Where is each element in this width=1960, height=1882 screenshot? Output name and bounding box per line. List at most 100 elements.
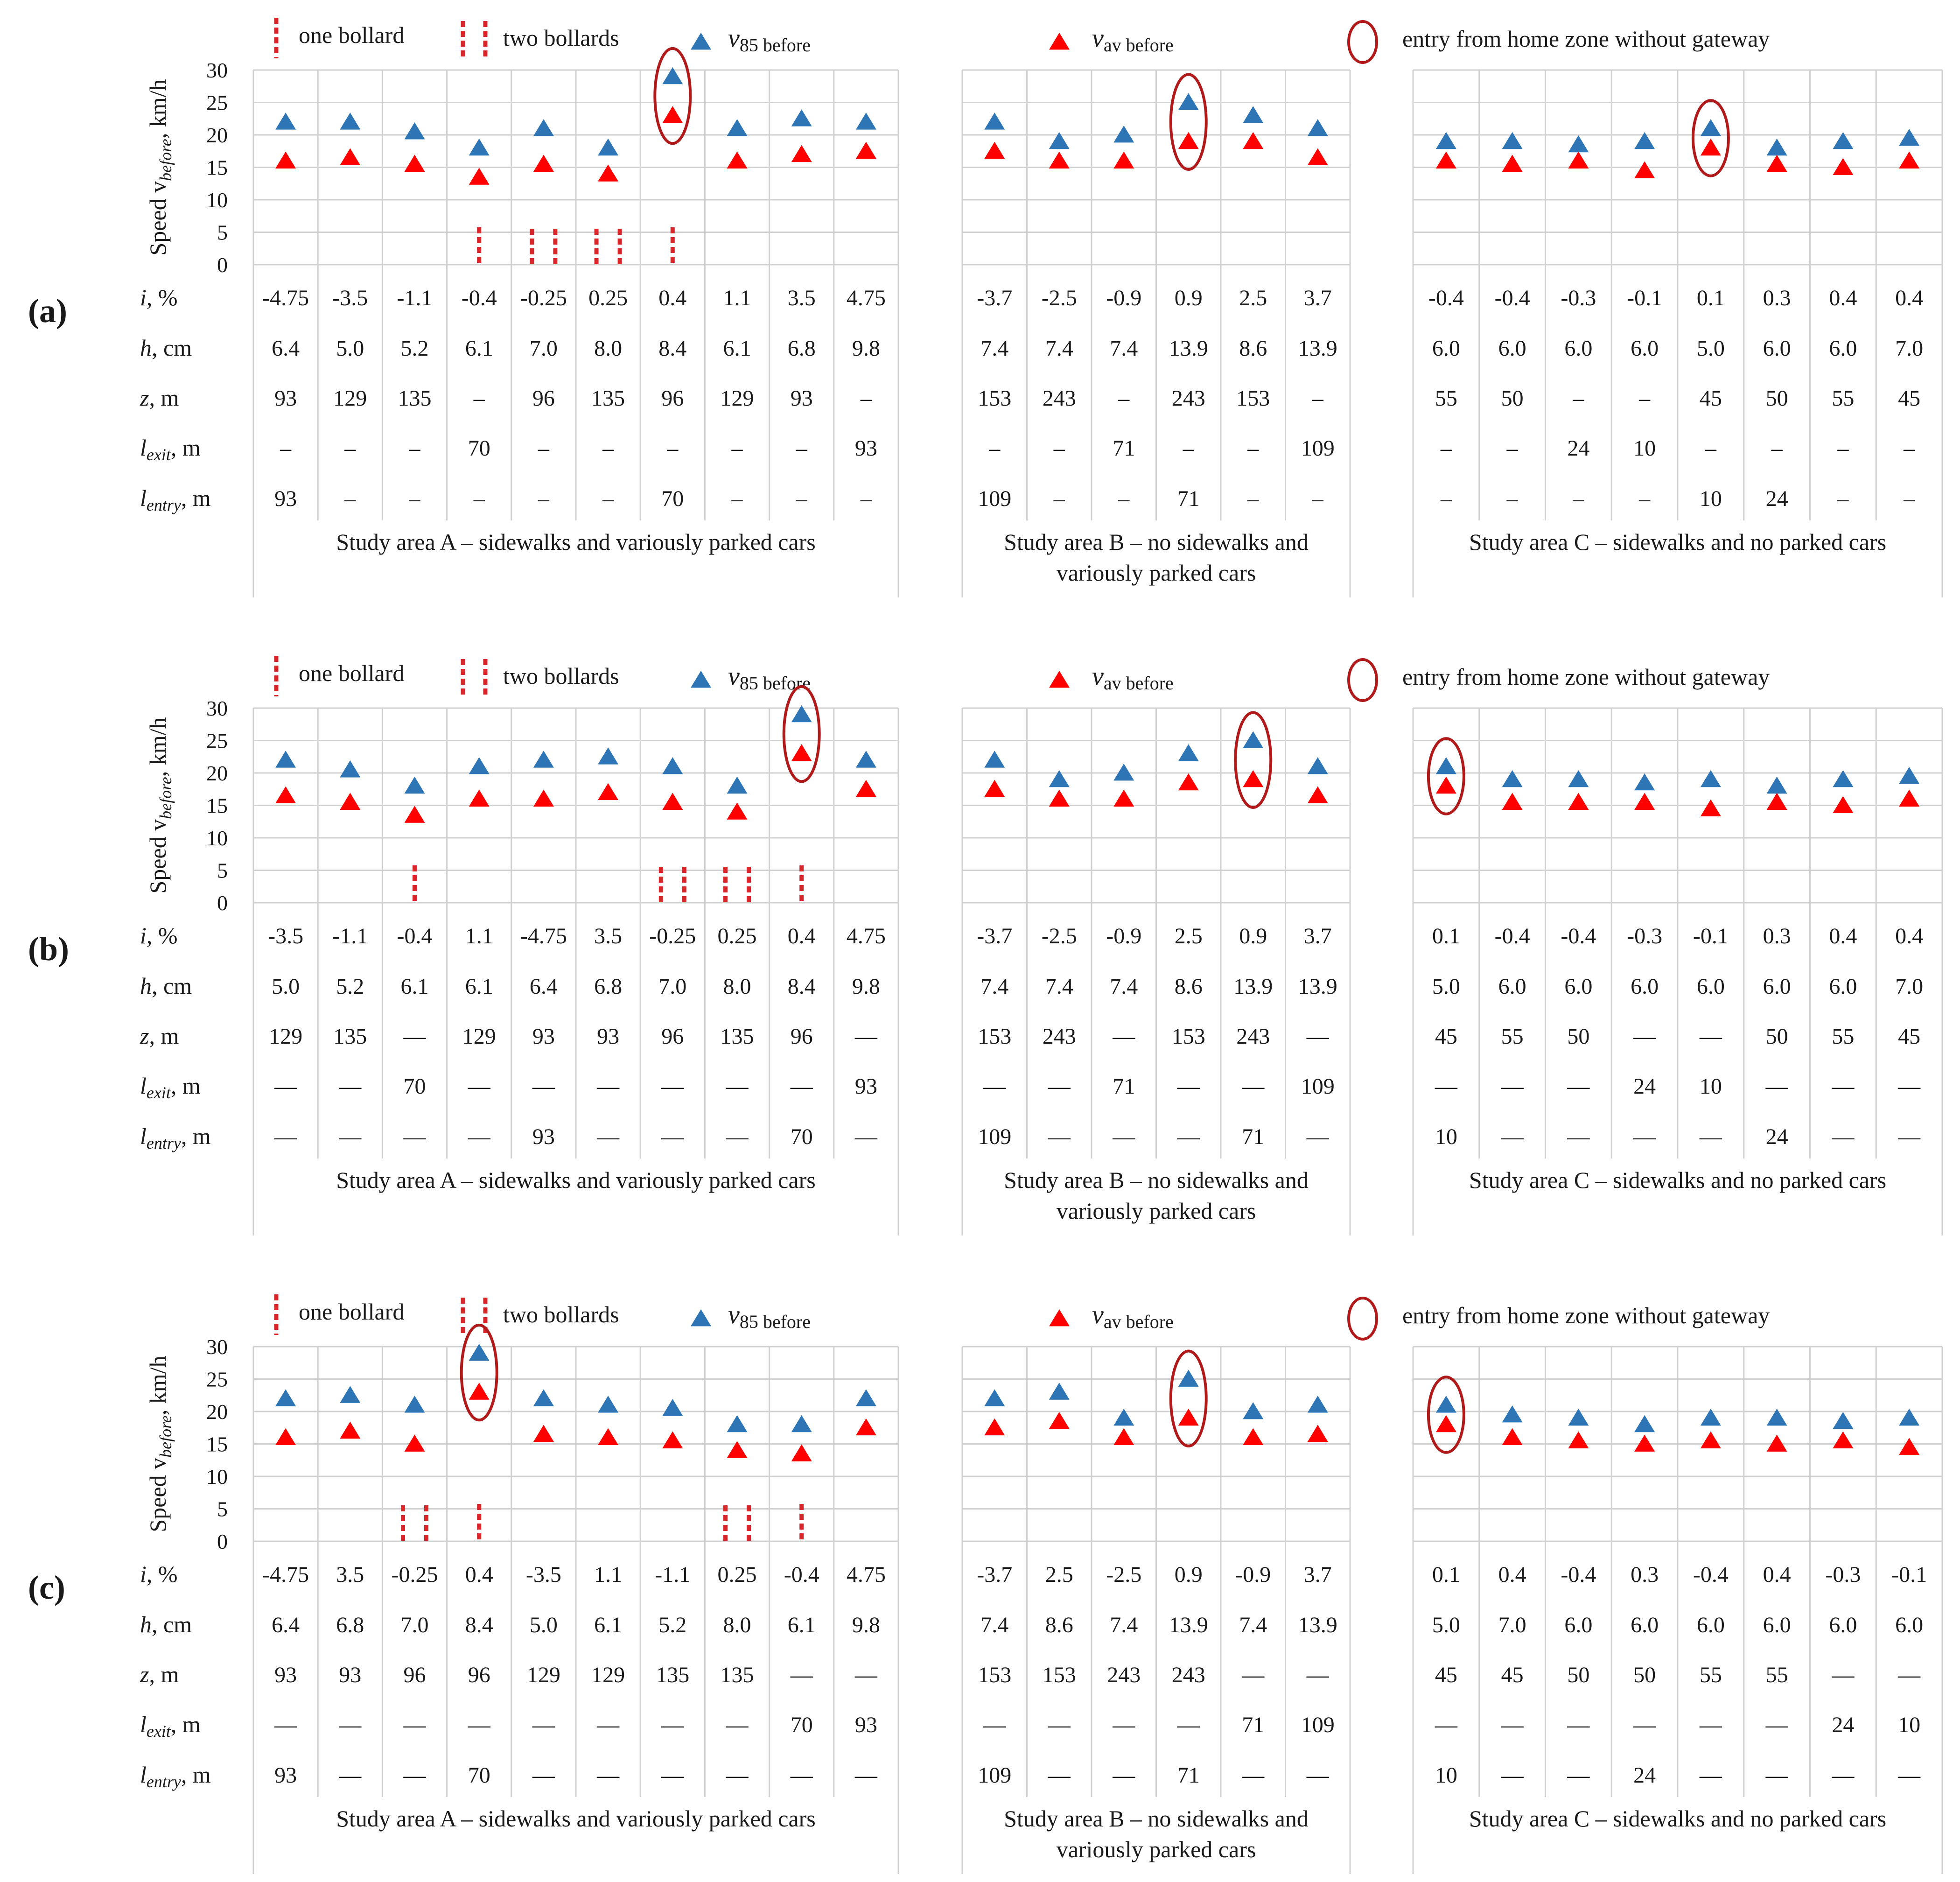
row-label-sub: exit — [147, 1083, 171, 1102]
study-area-name: Study area A – sidewalks and variously p… — [336, 1167, 816, 1193]
vav-point — [662, 1431, 683, 1448]
cell-lexit: 24 — [1832, 1713, 1854, 1737]
legend-one-bollard: one bollard — [299, 1299, 404, 1325]
cell-lexit: – — [280, 436, 292, 461]
v85-point — [791, 109, 812, 126]
cell-i: 0.4 — [1829, 924, 1857, 948]
cell-lexit: – — [796, 436, 808, 461]
cell-z: 96 — [791, 1024, 813, 1049]
cell-i: 0.4 — [788, 924, 816, 948]
cell-lentry: 24 — [1633, 1763, 1656, 1788]
cell-z: 243 — [1236, 1024, 1270, 1049]
cell-lexit: — — [338, 1713, 362, 1737]
vav-point — [1634, 1434, 1655, 1452]
cell-lentry: — — [1501, 1124, 1524, 1149]
cell-h: 6.8 — [788, 336, 816, 361]
cell-i: 0.3 — [1763, 286, 1791, 310]
legend-vav-marker — [1049, 33, 1070, 50]
cell-lentry: — — [1699, 1763, 1722, 1788]
cell-h: 6.0 — [1697, 1613, 1725, 1637]
vav-point — [275, 1428, 296, 1445]
cell-lexit: — — [596, 1713, 620, 1737]
cell-lexit: 24 — [1567, 436, 1589, 461]
cell-h: 13.9 — [1298, 1613, 1337, 1637]
y-axis-label-unit: , km/h — [145, 717, 171, 777]
v85-point — [1766, 1408, 1787, 1426]
vav-point — [1307, 148, 1328, 166]
cell-h: 7.0 — [401, 1613, 429, 1637]
cell-z: — — [1633, 1024, 1656, 1049]
cell-lentry: – — [1440, 486, 1452, 511]
cell-z: — — [403, 1024, 427, 1049]
v85-point — [1568, 770, 1589, 787]
vav-point — [1634, 793, 1655, 810]
cell-lexit: — — [1633, 1713, 1656, 1737]
cell-i: 0.25 — [588, 286, 628, 310]
cell-i: 1.1 — [465, 924, 493, 948]
cell-lentry: – — [344, 486, 356, 511]
cell-lentry: — — [1112, 1124, 1135, 1149]
cell-lentry: 24 — [1766, 1124, 1788, 1149]
cell-lentry: — — [468, 1124, 491, 1149]
cell-z: — — [854, 1024, 878, 1049]
cell-z: 153 — [978, 386, 1011, 411]
cell-h: 6.1 — [594, 1613, 622, 1637]
v85-point — [1178, 744, 1199, 761]
v85-point — [1899, 1408, 1920, 1426]
y-axis-label: Speed vbefore, km/h — [145, 1355, 175, 1532]
cell-lexit: — — [1765, 1713, 1789, 1737]
study-area-name-line: Study area B – no sidewalks and — [1004, 529, 1309, 555]
vav-point — [1049, 1412, 1070, 1429]
cell-i: 0.9 — [1175, 286, 1203, 310]
cell-z: — — [1306, 1663, 1330, 1687]
row-label-unit: , m — [149, 1661, 179, 1687]
cell-lexit: 71 — [1242, 1713, 1264, 1737]
v85-point — [340, 1386, 361, 1403]
cell-z: 45 — [1898, 1024, 1920, 1049]
v85-point — [1899, 766, 1920, 784]
legend-vav-sub: av before — [1104, 1311, 1174, 1332]
cell-lentry: — — [790, 1763, 813, 1788]
cell-h: 7.0 — [1895, 336, 1923, 361]
cell-z: 50 — [1766, 386, 1788, 411]
y-tick-label: 30 — [206, 696, 228, 720]
cell-lentry: — — [1633, 1124, 1656, 1149]
cell-h: 6.0 — [1631, 974, 1659, 999]
cell-lentry: — — [1897, 1124, 1921, 1149]
vav-point — [469, 1383, 490, 1400]
v85-point — [662, 1399, 683, 1416]
y-tick-label: 0 — [217, 1530, 228, 1553]
cell-lentry: – — [731, 486, 743, 511]
cell-z: 93 — [791, 386, 813, 411]
cell-lentry: – — [1053, 486, 1065, 511]
cell-i: 0.1 — [1697, 286, 1725, 310]
y-tick-label: 25 — [206, 1368, 228, 1391]
cell-h: 6.1 — [788, 1613, 816, 1637]
row-label-main: i — [140, 922, 147, 948]
cell-z: — — [1831, 1663, 1855, 1687]
legend-circle-marker — [1347, 20, 1378, 64]
v85-point — [1700, 119, 1721, 136]
cell-h: 8.6 — [1239, 336, 1267, 361]
y-axis-label-unit: , km/h — [145, 1355, 171, 1415]
study-area-B: -3.7 7.4 153 – 109 -2.5 7.4 243 – – -0.9 7.4 – 71 – 0.9… — [961, 69, 1351, 597]
cell-lexit: – — [1247, 436, 1259, 461]
y-tick-label: 5 — [217, 221, 228, 245]
v85-point — [1307, 1396, 1328, 1413]
v85-point — [469, 757, 490, 774]
v85-point — [1568, 135, 1589, 153]
legend-circle-label: entry from home zone without gateway — [1402, 664, 1770, 690]
row-label-sub: exit — [147, 445, 171, 464]
cell-lexit: 93 — [855, 1074, 877, 1099]
cell-z: 243 — [1172, 1663, 1205, 1687]
legend-v85-symbol: v — [728, 1300, 740, 1329]
vav-point — [340, 148, 361, 166]
cell-z: 55 — [1832, 386, 1854, 411]
row-label-sub: entry — [147, 1134, 181, 1152]
vav-point — [1178, 773, 1199, 791]
cell-i: 4.75 — [847, 924, 886, 948]
vav-point — [1243, 132, 1264, 149]
cell-i: -0.25 — [520, 286, 567, 310]
v85-point — [598, 138, 619, 156]
cell-i: -0.25 — [392, 1562, 438, 1587]
